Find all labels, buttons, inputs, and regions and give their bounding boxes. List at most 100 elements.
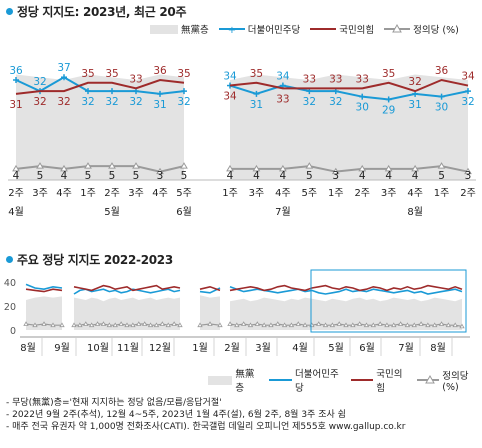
dp-value-label-12: 32 xyxy=(329,96,342,108)
bottom-month-label-7: 3월 xyxy=(255,342,271,354)
ppp-line-block-1 xyxy=(15,78,185,95)
ppp-value-label-15: 32 xyxy=(408,76,421,88)
justice-value-label-8: 4 xyxy=(227,170,234,182)
justice-marker-11 xyxy=(305,162,314,169)
ppp-value-label-11: 33 xyxy=(303,73,316,85)
title-bullet-icon-2 xyxy=(6,256,13,263)
justice-value-label-11: 5 xyxy=(306,170,313,182)
week-label-4: 2주 xyxy=(104,188,120,199)
none-area-block-2 xyxy=(230,74,468,180)
ppp-swatch-icon-2 xyxy=(350,379,374,381)
dp-value-label-5: 32 xyxy=(129,96,142,108)
justice-marker-4 xyxy=(108,162,116,169)
justice-value-label-2: 4 xyxy=(61,170,68,182)
dp-value-label-7: 32 xyxy=(177,96,190,108)
bottom-justice-marker-3-23 xyxy=(384,322,390,328)
week-label-3: 1주 xyxy=(80,188,96,199)
bottom-dp-line-3 xyxy=(229,286,463,295)
justice-swatch-icon xyxy=(384,24,411,33)
bottom-justice-marker-3-4 xyxy=(254,321,260,326)
legend2-dp: 더불어민주당 xyxy=(269,366,340,394)
week-label-10: 4주 xyxy=(275,188,291,199)
bottom-ppp-line-3 xyxy=(229,284,463,292)
justice-line-block-1 xyxy=(15,165,185,173)
footnote-1: - 무당(無黨)층='현재 지지하는 정당 없음/모름/응답거절' xyxy=(6,398,222,408)
bottom-month-label-4: 12월 xyxy=(149,342,171,354)
bottom-justice-marker-3-3 xyxy=(247,322,254,328)
justice-marker-14 xyxy=(384,164,393,172)
justice-value-label-9: 4 xyxy=(253,170,260,182)
bottom-justice-marker-3-5 xyxy=(261,322,267,328)
dp-value-label-8: 34 xyxy=(223,71,237,83)
week-label-1: 3주 xyxy=(32,188,48,199)
bottom-justice-marker-3-32 xyxy=(445,322,452,328)
month-label-4: 8월 xyxy=(407,206,423,218)
justice-marker-10 xyxy=(279,164,287,172)
y-tick-2: 40 xyxy=(4,278,16,289)
dp-value-label-0: 36 xyxy=(9,65,23,77)
y-tick-1: 20 xyxy=(4,302,16,313)
dp-value-label-6: 31 xyxy=(153,99,166,111)
bottom-dp-line-1 xyxy=(73,288,181,295)
justice-value-label-15: 4 xyxy=(412,170,419,182)
legend-none-label: 無黨층 xyxy=(181,25,209,36)
justice-marker-16 xyxy=(437,162,446,169)
top-legend: 無黨층 + 더불어민주당 국민의힘 정의당 (%) xyxy=(150,22,459,36)
legend-dp-label: 더불어민주당 xyxy=(247,25,301,36)
week-label-0: 2주 xyxy=(8,188,24,199)
bottom-justice-marker-2-1 xyxy=(207,321,213,326)
bottom-justice-marker-3-1 xyxy=(234,322,240,328)
top-chart: 3631432325373243235532355323353136332355… xyxy=(8,62,476,218)
justice-value-label-7: 5 xyxy=(181,170,188,182)
bottom-justice-marker-3-13 xyxy=(316,321,322,326)
none-swatch-icon-2 xyxy=(208,375,233,385)
legend2-ppp: 국민의힘 xyxy=(350,366,407,394)
bottom-justice-marker-3-17 xyxy=(343,322,349,328)
bottom-month-label-0: 8월 xyxy=(20,342,36,354)
justice-marker-0 xyxy=(12,164,20,172)
footnotes: - 무당(無黨)층='현재 지지하는 정당 없음/모름/응답거절' - 2022… xyxy=(6,397,405,433)
legend2-none-label: 無黨층 xyxy=(235,369,255,394)
ppp-value-label-3: 35 xyxy=(81,68,94,80)
bottom-legend: 無黨층 더불어민주당 국민의힘 정의당 (%) xyxy=(208,366,482,394)
y-tick-0: 0 xyxy=(10,326,16,337)
ppp-value-label-17: 34 xyxy=(461,71,475,83)
bottom-justice-marker-3-29 xyxy=(425,322,431,328)
bottom-justice-marker-3-34 xyxy=(459,323,465,329)
week-label-15: 4주 xyxy=(407,188,423,199)
month-label-3: 7월 xyxy=(275,206,291,218)
justice-marker-17 xyxy=(464,167,472,175)
justice-value-label-17: 3 xyxy=(465,170,472,182)
bottom-justice-marker-3-25 xyxy=(397,321,404,326)
bottom-justice-marker-3-22 xyxy=(377,321,383,326)
bottom-justice-marker-1-6 xyxy=(106,322,113,328)
bottom-justice-marker-3-0 xyxy=(227,321,233,326)
justice-value-label-3: 5 xyxy=(85,170,92,182)
justice-value-label-10: 4 xyxy=(280,170,287,182)
justice-marker-13 xyxy=(358,164,367,172)
bottom-justice-marker-1-17 xyxy=(171,321,177,326)
bottom-justice-marker-1-3 xyxy=(88,322,95,328)
dp-value-label-2: 37 xyxy=(57,62,70,74)
bottom-justice-marker-1-13 xyxy=(147,322,154,328)
bottom-none-area-0 xyxy=(26,296,62,330)
bottom-justice-marker-0-2 xyxy=(41,321,47,326)
bottom-month-label-10: 6월 xyxy=(359,342,375,354)
dp-line-block-2 xyxy=(229,84,469,101)
highlight-box xyxy=(310,269,467,333)
none-area-block-1 xyxy=(16,74,184,180)
bottom-justice-marker-3-33 xyxy=(452,322,458,328)
week-label-9: 3주 xyxy=(249,188,265,199)
ppp-value-label-7: 35 xyxy=(177,68,190,80)
week-label-14: 3주 xyxy=(381,188,397,199)
justice-value-label-14: 4 xyxy=(385,170,392,182)
justice-value-label-13: 4 xyxy=(359,170,366,182)
bottom-justice-marker-1-11 xyxy=(136,321,142,326)
dp-value-label-9: 31 xyxy=(250,99,263,111)
ppp-value-label-5: 33 xyxy=(129,73,142,85)
justice-marker-5 xyxy=(132,162,140,169)
bottom-month-label-2: 10월 xyxy=(87,342,109,354)
bottom-justice-marker-3-9 xyxy=(288,322,295,328)
justice-value-label-4: 5 xyxy=(109,170,116,182)
bottom-justice-marker-3-16 xyxy=(336,321,342,326)
